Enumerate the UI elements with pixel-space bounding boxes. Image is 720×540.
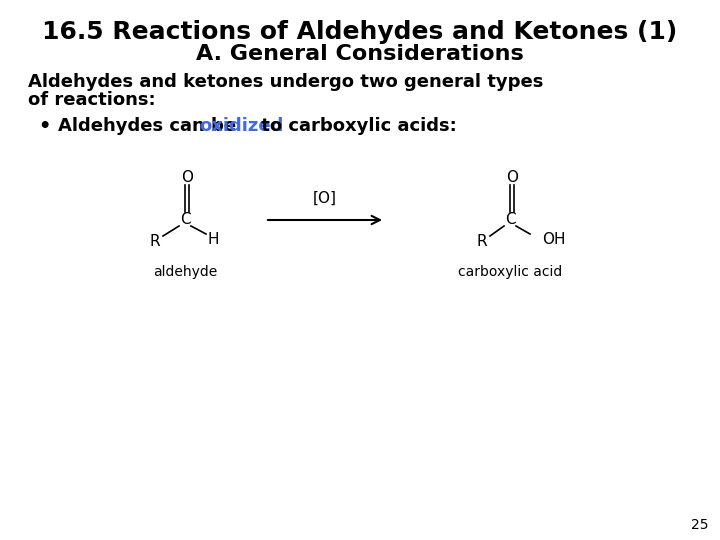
Text: [O]: [O] bbox=[313, 191, 337, 206]
Text: A. General Considerations: A. General Considerations bbox=[196, 44, 524, 64]
Text: C: C bbox=[505, 213, 516, 227]
Text: R: R bbox=[477, 234, 487, 249]
Text: Aldehydes can be: Aldehydes can be bbox=[58, 117, 243, 135]
Text: O: O bbox=[181, 171, 193, 186]
Text: of reactions:: of reactions: bbox=[28, 91, 156, 109]
Text: OH: OH bbox=[542, 233, 565, 247]
Text: carboxylic acid: carboxylic acid bbox=[458, 265, 562, 279]
Text: C: C bbox=[180, 213, 190, 227]
Text: Aldehydes and ketones undergo two general types: Aldehydes and ketones undergo two genera… bbox=[28, 73, 544, 91]
Text: aldehyde: aldehyde bbox=[153, 265, 217, 279]
Text: H: H bbox=[207, 233, 219, 247]
Text: 25: 25 bbox=[691, 518, 708, 532]
Text: O: O bbox=[506, 171, 518, 186]
Text: to carboxylic acids:: to carboxylic acids: bbox=[255, 117, 456, 135]
Text: •: • bbox=[38, 117, 50, 136]
Text: oxidized: oxidized bbox=[199, 117, 284, 135]
Text: 16.5 Reactions of Aldehydes and Ketones (1): 16.5 Reactions of Aldehydes and Ketones … bbox=[42, 20, 678, 44]
Text: R: R bbox=[150, 234, 161, 249]
